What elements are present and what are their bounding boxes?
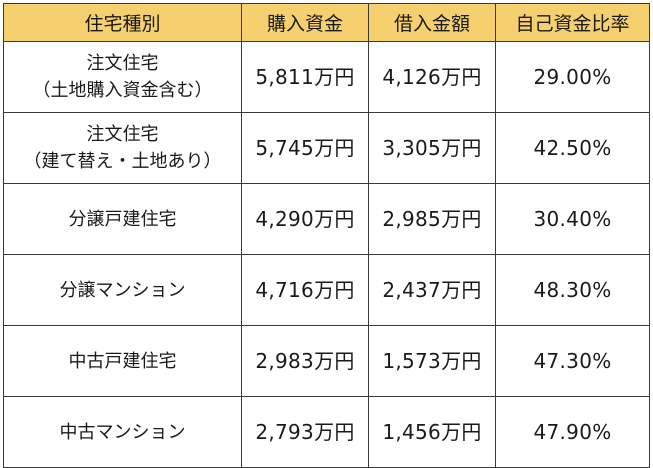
housing-fund-table-container: 住宅種別 購入資金 借入金額 自己資金比率 注文住宅 （土地購入資金含む） 5,… xyxy=(3,3,650,468)
own-funds-ratio-cell: 30.40% xyxy=(495,183,650,255)
own-funds-ratio-cell: 47.30% xyxy=(495,325,650,397)
purchase-funds-cell: 4,290万円 xyxy=(241,183,369,255)
purchase-funds-cell: 2,983万円 xyxy=(241,325,369,397)
loan-amount-cell: 2,985万円 xyxy=(368,183,496,255)
housing-fund-table: 住宅種別 購入資金 借入金額 自己資金比率 注文住宅 （土地購入資金含む） 5,… xyxy=(3,3,650,468)
loan-amount-cell: 3,305万円 xyxy=(368,112,496,184)
housing-type-note: （建て替え・土地あり） xyxy=(23,151,222,172)
loan-amount-cell: 1,456万円 xyxy=(368,396,496,468)
table-row: 中古戸建住宅 2,983万円 1,573万円 47.30% xyxy=(3,325,650,397)
table-row: 分譲戸建住宅 4,290万円 2,985万円 30.40% xyxy=(3,183,650,255)
header-loan-amount: 借入金額 xyxy=(368,3,496,42)
table-row: 注文住宅 （土地購入資金含む） 5,811万円 4,126万円 29.00% xyxy=(3,41,650,113)
loan-amount-cell: 1,573万円 xyxy=(368,325,496,397)
housing-type-name: 注文住宅 xyxy=(86,124,159,145)
purchase-funds-cell: 4,716万円 xyxy=(241,254,369,326)
header-purchase-funds: 購入資金 xyxy=(241,3,369,42)
housing-type-note: （土地購入資金含む） xyxy=(32,80,213,101)
header-row: 住宅種別 購入資金 借入金額 自己資金比率 xyxy=(3,3,650,42)
housing-type-cell: 注文住宅 （土地購入資金含む） xyxy=(3,41,242,113)
housing-type-cell: 中古戸建住宅 xyxy=(3,325,242,397)
loan-amount-cell: 2,437万円 xyxy=(368,254,496,326)
own-funds-ratio-cell: 48.30% xyxy=(495,254,650,326)
header-own-funds-ratio: 自己資金比率 xyxy=(495,3,650,42)
housing-type-name: 注文住宅 xyxy=(86,53,159,74)
purchase-funds-cell: 5,745万円 xyxy=(241,112,369,184)
housing-type-cell: 分譲戸建住宅 xyxy=(3,183,242,255)
own-funds-ratio-cell: 42.50% xyxy=(495,112,650,184)
table-row: 中古マンション 2,793万円 1,456万円 47.90% xyxy=(3,396,650,468)
purchase-funds-cell: 5,811万円 xyxy=(241,41,369,113)
table-row: 注文住宅 （建て替え・土地あり） 5,745万円 3,305万円 42.50% xyxy=(3,112,650,184)
table-row: 分譲マンション 4,716万円 2,437万円 48.30% xyxy=(3,254,650,326)
purchase-funds-cell: 2,793万円 xyxy=(241,396,369,468)
own-funds-ratio-cell: 47.90% xyxy=(495,396,650,468)
housing-type-cell: 注文住宅 （建て替え・土地あり） xyxy=(3,112,242,184)
own-funds-ratio-cell: 29.00% xyxy=(495,41,650,113)
housing-type-cell: 中古マンション xyxy=(3,396,242,468)
housing-type-cell: 分譲マンション xyxy=(3,254,242,326)
loan-amount-cell: 4,126万円 xyxy=(368,41,496,113)
header-housing-type: 住宅種別 xyxy=(3,3,242,42)
